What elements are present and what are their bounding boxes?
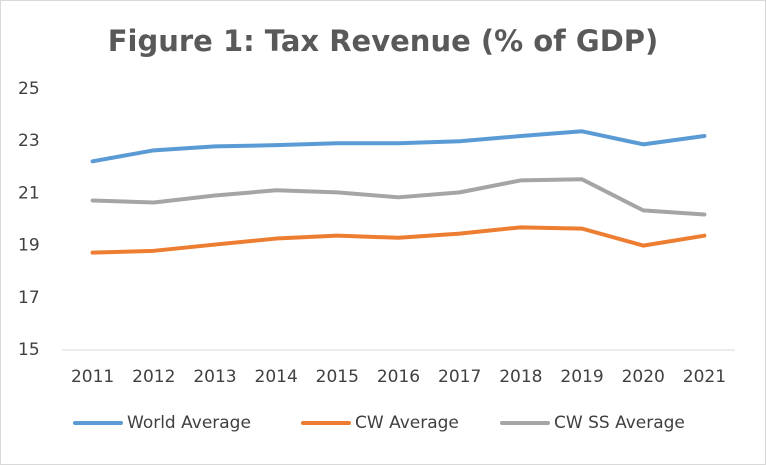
y-tick-label: 15 [18,340,40,360]
x-tick-label: 2016 [377,367,420,387]
x-tick-label: 2019 [560,367,603,387]
legend-label: CW SS Average [554,413,685,433]
x-tick-label: 2015 [316,367,359,387]
x-tick-label: 2012 [132,367,175,387]
x-tick-label: 2011 [71,367,114,387]
legend-label: World Average [127,413,251,433]
y-tick-label: 23 [18,131,40,151]
legend-label: CW Average [355,413,459,433]
y-tick-label: 19 [18,236,40,256]
y-tick-label: 21 [18,183,40,203]
series-line [90,177,707,217]
x-tick-label: 2021 [683,367,726,387]
x-tick-label: 2020 [622,367,665,387]
x-tick-label: 2014 [255,367,298,387]
series-line [90,129,707,164]
chart-title: Figure 1: Tax Revenue (% of GDP) [108,24,659,58]
y-tick-label: 17 [18,288,40,308]
y-tick-label: 25 [18,79,40,99]
x-tick-label: 2018 [499,367,542,387]
x-tick-label: 2013 [193,367,236,387]
x-tick-label: 2017 [438,367,481,387]
series-line [90,225,707,255]
